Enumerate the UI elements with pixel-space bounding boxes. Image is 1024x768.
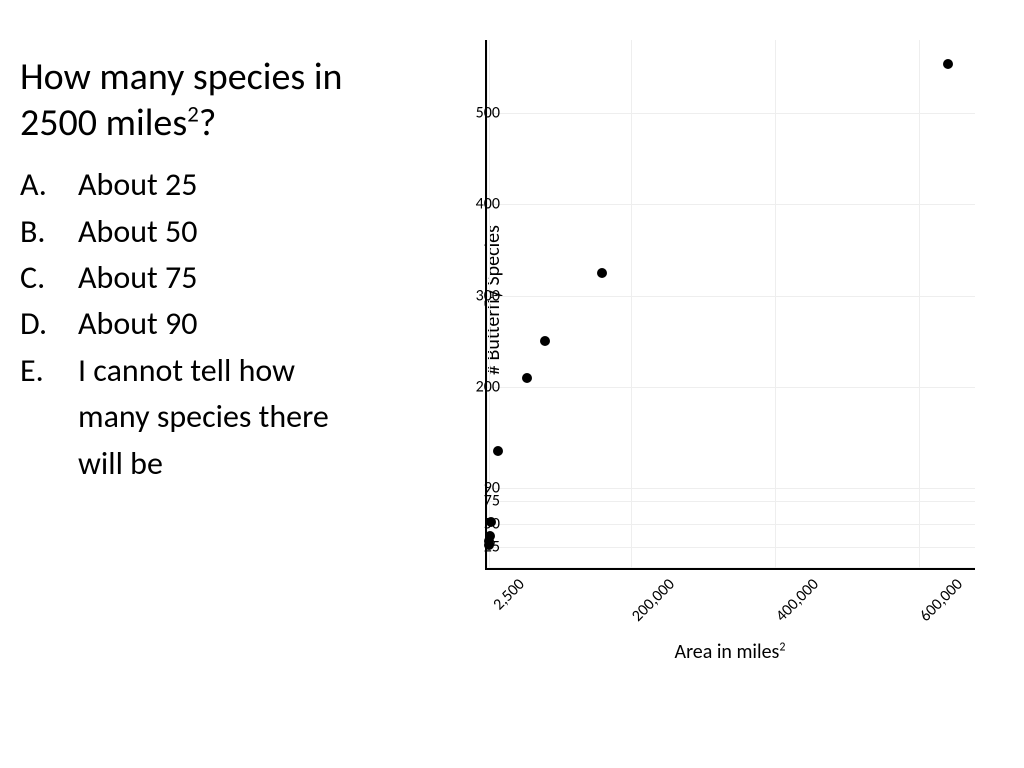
scatter-point: [522, 373, 532, 383]
option-text: About 25: [78, 162, 370, 208]
option-text: About 75: [78, 255, 370, 301]
x-tick-label: 400,000: [772, 575, 823, 626]
option-text: About 50: [78, 209, 370, 255]
option-letter: D.: [20, 301, 78, 347]
gridline-h: [487, 296, 975, 297]
y-tick-label: 400: [476, 195, 500, 214]
option-d: D.About 90: [20, 301, 370, 347]
y-tick-label: 25: [484, 538, 500, 557]
x-tick-label: 200,000: [628, 575, 679, 626]
question-pre: How many species in 2500 miles: [20, 54, 343, 146]
y-tick-label: 200: [476, 378, 500, 397]
question-sup: 2: [187, 100, 199, 128]
x-axis-label-pre: Area in miles: [675, 640, 780, 664]
x-axis-label-sup: 2: [779, 640, 785, 654]
question-panel: How many species in 2500 miles2? A.About…: [0, 0, 380, 768]
option-letter: C.: [20, 255, 78, 301]
option-b: B.About 50: [20, 209, 370, 255]
gridline-h: [487, 113, 975, 114]
gridline-h: [487, 387, 975, 388]
option-a: A.About 25: [20, 162, 370, 208]
y-tick-label: 50: [484, 515, 500, 534]
y-tick-label: 300: [476, 286, 500, 305]
chart-wrap: # Butterfly Species Area in miles2 25507…: [400, 30, 1000, 670]
question-post: ?: [199, 100, 217, 146]
options-list: A.About 25B.About 50C.About 75D.About 90…: [20, 162, 370, 487]
gridline-h: [487, 547, 975, 548]
x-axis-label: Area in miles2: [485, 640, 975, 664]
option-text: I cannot tell how many species there wil…: [78, 348, 370, 487]
option-letter: B.: [20, 209, 78, 255]
scatter-point: [540, 336, 550, 346]
gridline-h: [487, 488, 975, 489]
option-e: E.I cannot tell how many species there w…: [20, 348, 370, 487]
gridline-h: [487, 524, 975, 525]
x-tick-label: 600,000: [916, 575, 967, 626]
gridline-v: [775, 40, 776, 568]
scatter-point: [943, 59, 953, 69]
y-tick-label: 500: [476, 104, 500, 123]
chart-panel: # Butterfly Species Area in miles2 25507…: [380, 0, 1024, 768]
option-text: About 90: [78, 301, 370, 347]
gridline-v: [919, 40, 920, 568]
gridline-h: [487, 501, 975, 502]
option-c: C.About 75: [20, 255, 370, 301]
plot-area: [485, 40, 975, 570]
question-text: How many species in 2500 miles2?: [20, 55, 370, 146]
option-letter: E.: [20, 348, 78, 487]
scatter-point: [597, 268, 607, 278]
x-tick-label: 2,500: [489, 575, 528, 614]
y-tick-label: 90: [484, 478, 500, 497]
gridline-h: [487, 204, 975, 205]
scatter-point: [493, 446, 503, 456]
option-letter: A.: [20, 162, 78, 208]
gridline-v: [631, 40, 632, 568]
